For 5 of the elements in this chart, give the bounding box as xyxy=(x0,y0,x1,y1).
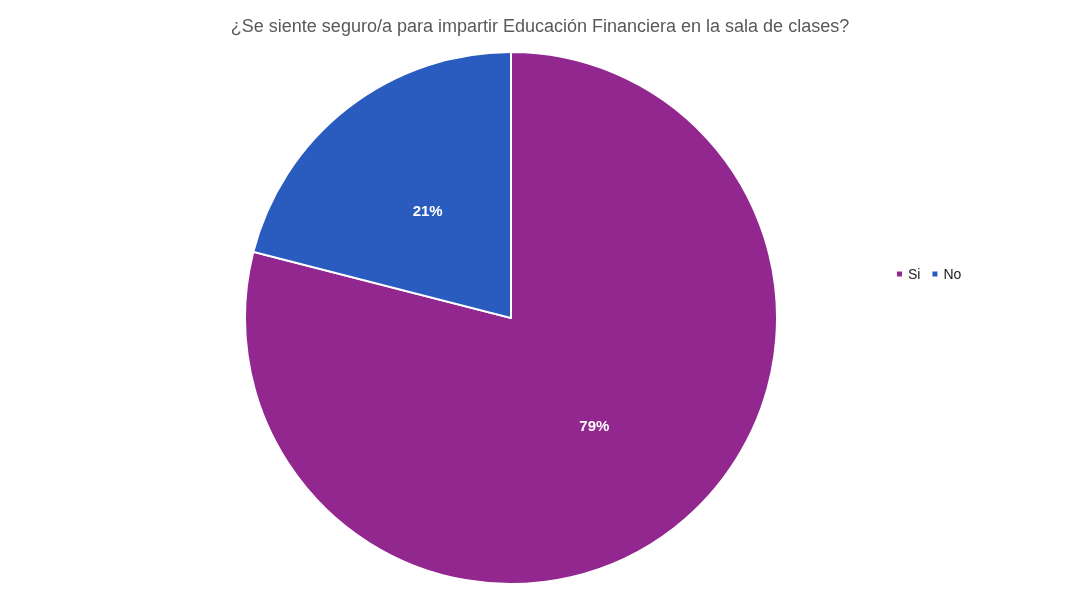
data-label: 21% xyxy=(412,202,443,220)
legend-label: No xyxy=(943,266,962,282)
data-label: 79% xyxy=(579,416,610,434)
chart-title: ¿Se siente seguro/a para impartir Educación Financiera en la sala de clases? xyxy=(230,16,850,36)
legend-label: Si xyxy=(908,266,921,282)
